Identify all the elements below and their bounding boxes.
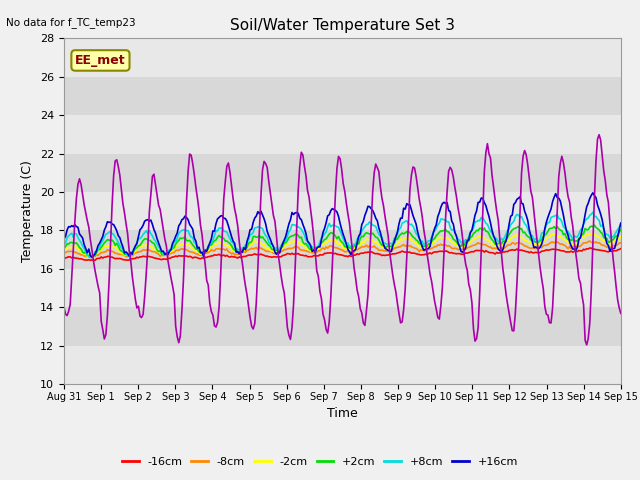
X-axis label: Time: Time (327, 407, 358, 420)
Bar (64, 346, 621, 384)
Bar (64, 154, 621, 192)
Bar (64, 230, 621, 269)
Bar (64, 269, 621, 307)
Title: Soil/Water Temperature Set 3: Soil/Water Temperature Set 3 (230, 18, 455, 33)
Text: No data for f_TC_temp23: No data for f_TC_temp23 (6, 17, 136, 28)
Bar (64, 192, 621, 230)
Y-axis label: Temperature (C): Temperature (C) (22, 160, 35, 262)
Bar (64, 307, 621, 346)
Bar (64, 77, 621, 115)
Bar (64, 38, 621, 77)
Text: EE_met: EE_met (75, 54, 126, 67)
Bar (64, 115, 621, 154)
Legend: +64cm: +64cm (127, 477, 202, 480)
